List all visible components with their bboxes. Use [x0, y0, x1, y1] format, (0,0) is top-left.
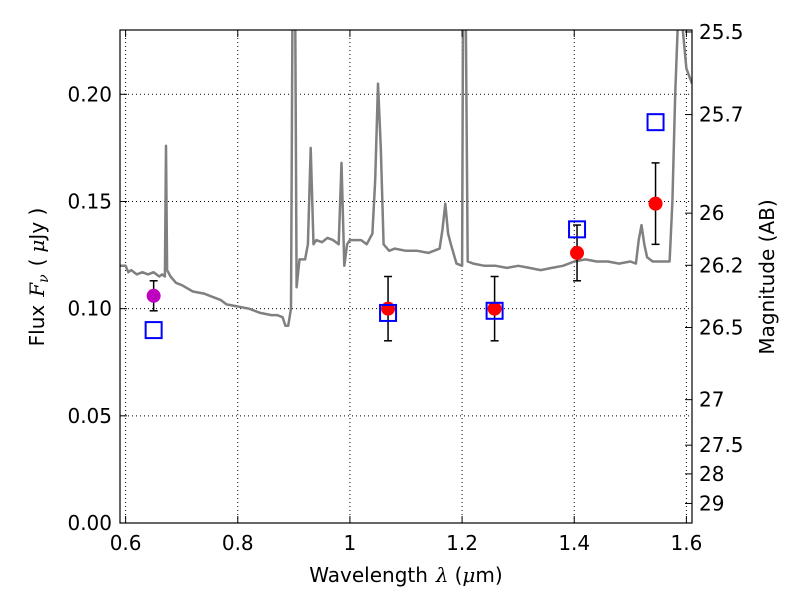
- model-square: [646, 113, 665, 132]
- x-tick-label: 1.6: [670, 531, 702, 555]
- grid-lines: [120, 30, 692, 523]
- y-tick-label: 0.05: [67, 404, 112, 428]
- y2-tick-label: 25.7: [699, 103, 744, 127]
- model-square: [144, 321, 163, 340]
- model-square: [485, 301, 504, 320]
- y2-tick-label: 27: [699, 388, 724, 412]
- plot-border: [119, 29, 693, 524]
- x-tick-label: 1.4: [558, 531, 590, 555]
- y2-tick-label: 26.5: [699, 316, 744, 340]
- model-spectrum: [120, 30, 692, 328]
- model-square: [568, 220, 587, 239]
- y-tick-label: 0.00: [67, 511, 112, 535]
- y2-tick-label: 29: [699, 491, 724, 515]
- x-tick-label: 0.6: [110, 531, 142, 555]
- plot-frame: [119, 29, 693, 524]
- data-point: [648, 196, 663, 211]
- x-tick-label: 1.2: [446, 531, 478, 555]
- y2-tick-label: 26: [699, 201, 724, 225]
- observed-points: [146, 196, 663, 316]
- x-axis-ticks: 0.6 0.8 1 1.2 1.4 1.6: [110, 30, 702, 555]
- y-tick-label: 0.10: [67, 297, 112, 321]
- y2-tick-label: 27.5: [699, 433, 744, 457]
- data-point: [570, 245, 585, 260]
- y2-axis-ticks: 25.5 25.7 26 26.2 26.5 27 27.5 28 29: [685, 20, 744, 515]
- data-point: [381, 301, 396, 316]
- y-axis-title: FluxFν(μJy ): [25, 208, 52, 347]
- x-axis-title: Wavelength λ (μm): [309, 563, 502, 587]
- y2-tick-label: 25.5: [699, 20, 744, 44]
- y-tick-label: 0.15: [67, 189, 112, 213]
- y-axis-ticks: 0.00 0.05 0.10 0.15 0.20: [67, 82, 127, 535]
- x-tick-label: 1: [344, 531, 357, 555]
- spectrum-line: [120, 30, 692, 328]
- data-point: [487, 301, 502, 316]
- data-point: [146, 288, 161, 303]
- y2-tick-label: 28: [699, 462, 724, 486]
- model-square: [379, 303, 398, 322]
- model-squares: [144, 113, 665, 340]
- y2-tick-label: 26.2: [699, 253, 744, 277]
- x-tick-label: 0.8: [222, 531, 254, 555]
- y2-axis-title: Magnitude (AB): [755, 199, 779, 354]
- y-tick-label: 0.20: [67, 82, 112, 106]
